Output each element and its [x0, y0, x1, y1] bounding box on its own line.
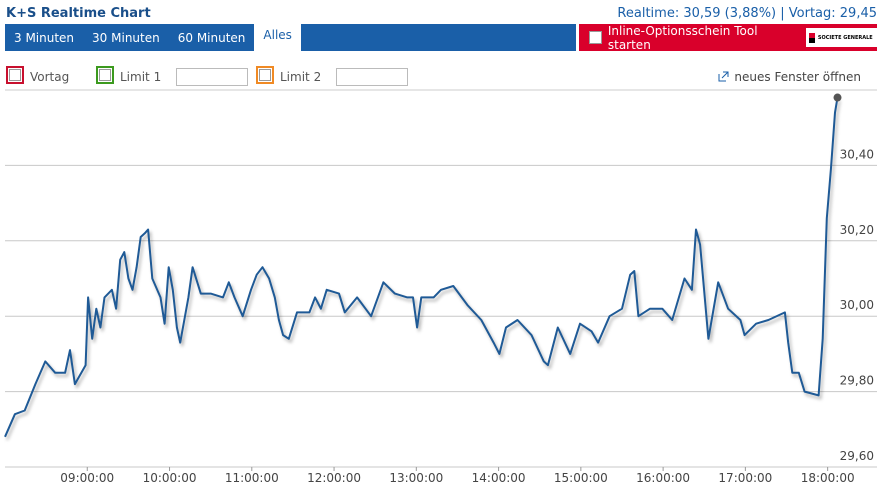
x-tick-label: 11:00:00	[225, 471, 279, 485]
y-tick-label: 30,00	[840, 298, 874, 312]
checkbox[interactable]	[6, 66, 24, 84]
x-tick-label: 09:00:00	[60, 471, 114, 485]
x-tick-label: 18:00:00	[801, 471, 855, 485]
y-tick-label: 29,80	[840, 374, 874, 388]
link-text: neues Fenster öffnen	[734, 70, 861, 84]
logo: SOCIETE GENERALE	[805, 28, 877, 47]
input[interactable]	[336, 68, 408, 86]
promo-button[interactable]: Inline-Optionsschein Tool starten SOCIET…	[579, 23, 877, 52]
checkbox[interactable]	[256, 66, 274, 84]
icon	[718, 71, 729, 82]
x-tick-label: 15:00:00	[554, 471, 608, 485]
x-tick-label: 10:00:00	[143, 471, 197, 485]
x-tick-label: 17:00:00	[718, 471, 772, 485]
label: Vortag	[30, 70, 70, 84]
label: Limit 2	[280, 70, 322, 84]
input[interactable]	[176, 68, 248, 86]
title: K+S Realtime Chart	[6, 6, 151, 21]
tab[interactable]: Alles	[254, 20, 301, 51]
price-line	[4, 97, 839, 438]
last-point	[833, 93, 842, 102]
x-tick-label: 12:00:00	[307, 471, 361, 485]
y-tick-label: 29,60	[840, 449, 874, 463]
y-tick-label: 30,40	[840, 147, 874, 161]
x-tick-label: 14:00:00	[472, 471, 526, 485]
tab[interactable]: 60 Minuten	[177, 31, 246, 45]
label: Limit 1	[120, 70, 162, 84]
x-tick-label: 16:00:00	[636, 471, 690, 485]
checkbox[interactable]	[96, 66, 114, 84]
y-tick-label: 30,20	[840, 223, 874, 237]
logo-text: SOCIETE GENERALE	[817, 34, 873, 41]
x-tick-label: 13:00:00	[389, 471, 443, 485]
promo-label: Inline-Optionsschein Tool starten	[607, 23, 758, 52]
tab-bar: 3 Minuten 30 Minuten 60 Minuten Alles	[5, 20, 576, 51]
checkbox[interactable]	[589, 31, 602, 44]
link[interactable]: neues Fenster öffnen	[718, 70, 861, 84]
tab[interactable]: 30 Minuten	[92, 31, 160, 45]
quote: Realtime: 30,59 (3,88%) | Vortag: 29,45	[617, 6, 877, 21]
tab[interactable]: 3 Minuten	[14, 31, 75, 45]
